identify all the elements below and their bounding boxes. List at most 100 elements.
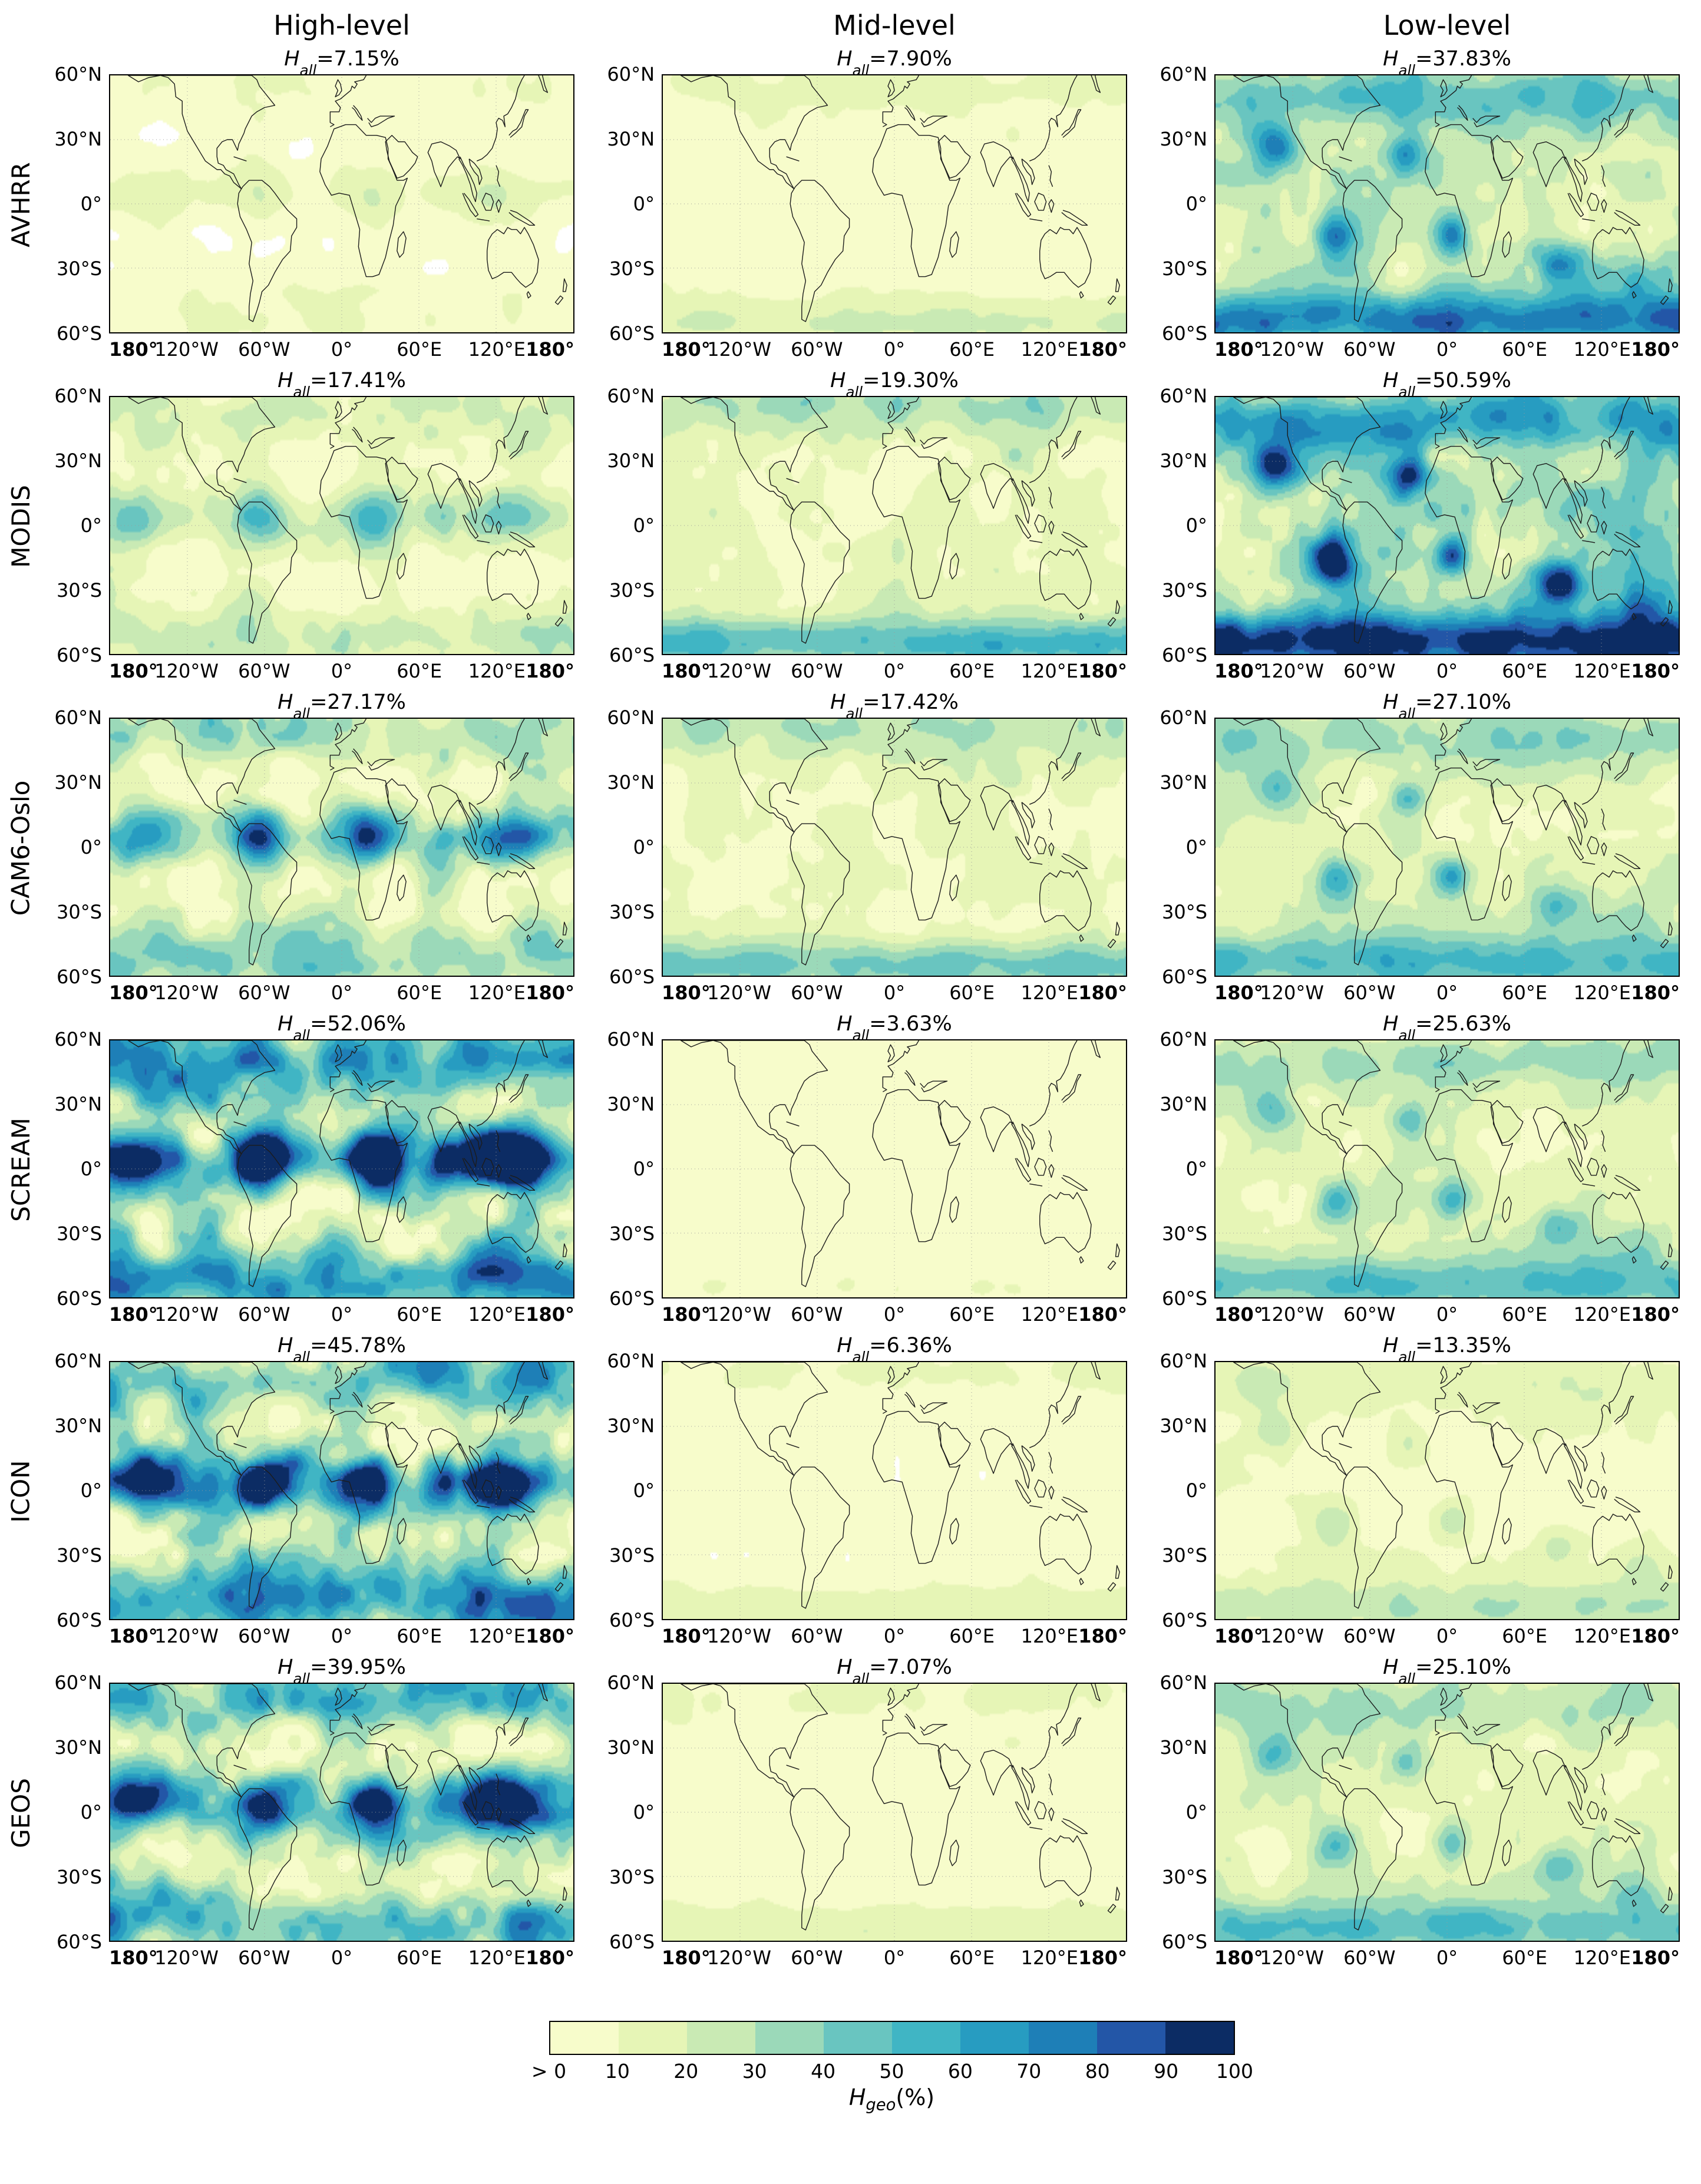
coastline-path — [1660, 1582, 1668, 1591]
coastline-path — [1029, 397, 1077, 483]
coastline-path — [1644, 1040, 1653, 1058]
coastline-path — [234, 157, 247, 161]
colorbar-segment-4 — [823, 2022, 892, 2054]
lon-tick-label: 0° — [331, 660, 353, 682]
lon-axis: 180° 120°W 60°W 0° 60°E 120°E 180° — [1214, 1620, 1680, 1650]
coastline-path — [487, 549, 539, 609]
coastline-path — [1574, 159, 1587, 185]
coastline-path — [128, 1362, 275, 1476]
coastline-path — [428, 785, 460, 830]
coastline-overlay — [110, 719, 573, 976]
lon-tick-label: 60°W — [238, 1625, 290, 1647]
coastline-path — [496, 1774, 500, 1795]
lat-tick-label: 30°N — [54, 450, 102, 472]
coastline-path — [330, 1362, 366, 1413]
map-area — [109, 396, 574, 655]
lat-tick-label: 60°S — [56, 322, 102, 345]
coastline-path — [335, 1366, 342, 1383]
lat-tick-label: 0° — [1185, 1479, 1207, 1502]
lat-tick-label: 30°N — [1160, 1415, 1207, 1437]
h-all-value: 52.06 — [327, 1012, 387, 1036]
lat-tick-label: 60°N — [607, 706, 655, 729]
lon-tick-label: 120°W — [707, 660, 772, 682]
lat-axis: 60°N 30°N 0° 30°S 60°S — [41, 1350, 109, 1631]
h-all-value: 17.41 — [327, 369, 387, 392]
lon-axis: 180° 120°W 60°W 0° 60°E 120°E 180° — [662, 655, 1127, 685]
coastline-path — [496, 1131, 500, 1152]
coastline-path — [873, 1733, 960, 1885]
row-label-cell: AVHRR — [0, 47, 41, 363]
lon-tick-label: 180° — [1214, 1303, 1263, 1326]
lon-tick-label: 60°W — [791, 1303, 843, 1326]
coastline-path — [463, 1480, 478, 1504]
lat-tick-label: 60°S — [56, 1931, 102, 1953]
lat-tick-label: 30°S — [1161, 579, 1207, 602]
coastline-path — [1669, 922, 1673, 935]
coastline-path — [509, 431, 529, 459]
lat-tick-label: 60°N — [607, 1671, 655, 1694]
lon-tick-label: 120°W — [154, 1625, 219, 1647]
lat-tick-label: 30°S — [56, 1544, 102, 1567]
lon-tick-label: 120°E — [468, 1303, 526, 1326]
coastline-path — [1502, 1840, 1511, 1866]
panel-title-var: H — [1383, 1656, 1399, 1679]
map-wrap: 60°N 30°N 0° 30°S 60°S — [1147, 706, 1699, 988]
panel-title-var: H — [278, 1334, 293, 1357]
coastline-path — [487, 227, 539, 288]
coastline-path — [477, 397, 524, 483]
lat-axis: 60°N 30°N 0° 30°S 60°S — [594, 63, 662, 345]
coastline-path — [883, 719, 919, 770]
lon-tick-label: 0° — [331, 1303, 353, 1326]
lat-axis: 60°N 30°N 0° 30°S 60°S — [1147, 385, 1214, 666]
map-wrap: 60°N 30°N 0° 30°S 60°S — [1147, 1028, 1699, 1310]
coastline-path — [539, 1040, 547, 1058]
lon-tick-label: 60°W — [791, 338, 843, 361]
coastline-path — [555, 939, 563, 948]
coastline-path — [477, 1505, 490, 1508]
coastline-path — [1343, 1145, 1402, 1287]
coastline-path — [883, 1362, 919, 1413]
coastline-path — [1035, 193, 1046, 210]
coastline-path — [1049, 809, 1053, 830]
coastline-path — [496, 200, 501, 213]
coastline-path — [539, 719, 547, 736]
coastline-path — [883, 1040, 919, 1092]
lon-tick-label: 120°W — [1260, 982, 1325, 1004]
h-all-value: 7.15 — [333, 47, 380, 71]
coastline-path — [1568, 193, 1583, 217]
coastline-path — [1564, 1443, 1583, 1488]
map-area — [662, 1683, 1127, 1942]
coastline-path — [1234, 1362, 1380, 1476]
coastline-path — [1669, 1887, 1673, 1900]
coastline-overlay — [1216, 397, 1679, 654]
lon-tick-label: 180° — [662, 660, 711, 682]
panel-title-var: H — [278, 1656, 293, 1679]
lat-tick-label: 30°S — [609, 257, 655, 280]
colorbar-segment-9 — [1165, 2022, 1234, 2054]
coastline-path — [1491, 1101, 1523, 1144]
lat-tick-label: 30°N — [1160, 1093, 1207, 1115]
lon-tick-label: 60°W — [238, 660, 290, 682]
lat-tick-label: 60°S — [609, 1931, 655, 1953]
lat-tick-label: 0° — [633, 193, 655, 215]
coastline-path — [950, 1518, 959, 1544]
coastline-path — [469, 481, 482, 507]
lat-tick-label: 30°S — [56, 257, 102, 280]
panel-title-var: H — [837, 47, 853, 71]
coastline-path — [1614, 210, 1640, 225]
colorbar-tick-label: 10 — [605, 2060, 630, 2083]
coastline-path — [1614, 753, 1634, 781]
coastline-path — [1660, 1261, 1668, 1270]
coastline-path — [1593, 227, 1644, 288]
map-area — [109, 1361, 574, 1620]
coastline-path — [335, 80, 342, 97]
panel-title-var: H — [1383, 47, 1399, 71]
coastline-path — [1049, 843, 1054, 856]
lat-tick-label: 60°S — [609, 322, 655, 345]
lon-tick-label: 0° — [1436, 982, 1458, 1004]
